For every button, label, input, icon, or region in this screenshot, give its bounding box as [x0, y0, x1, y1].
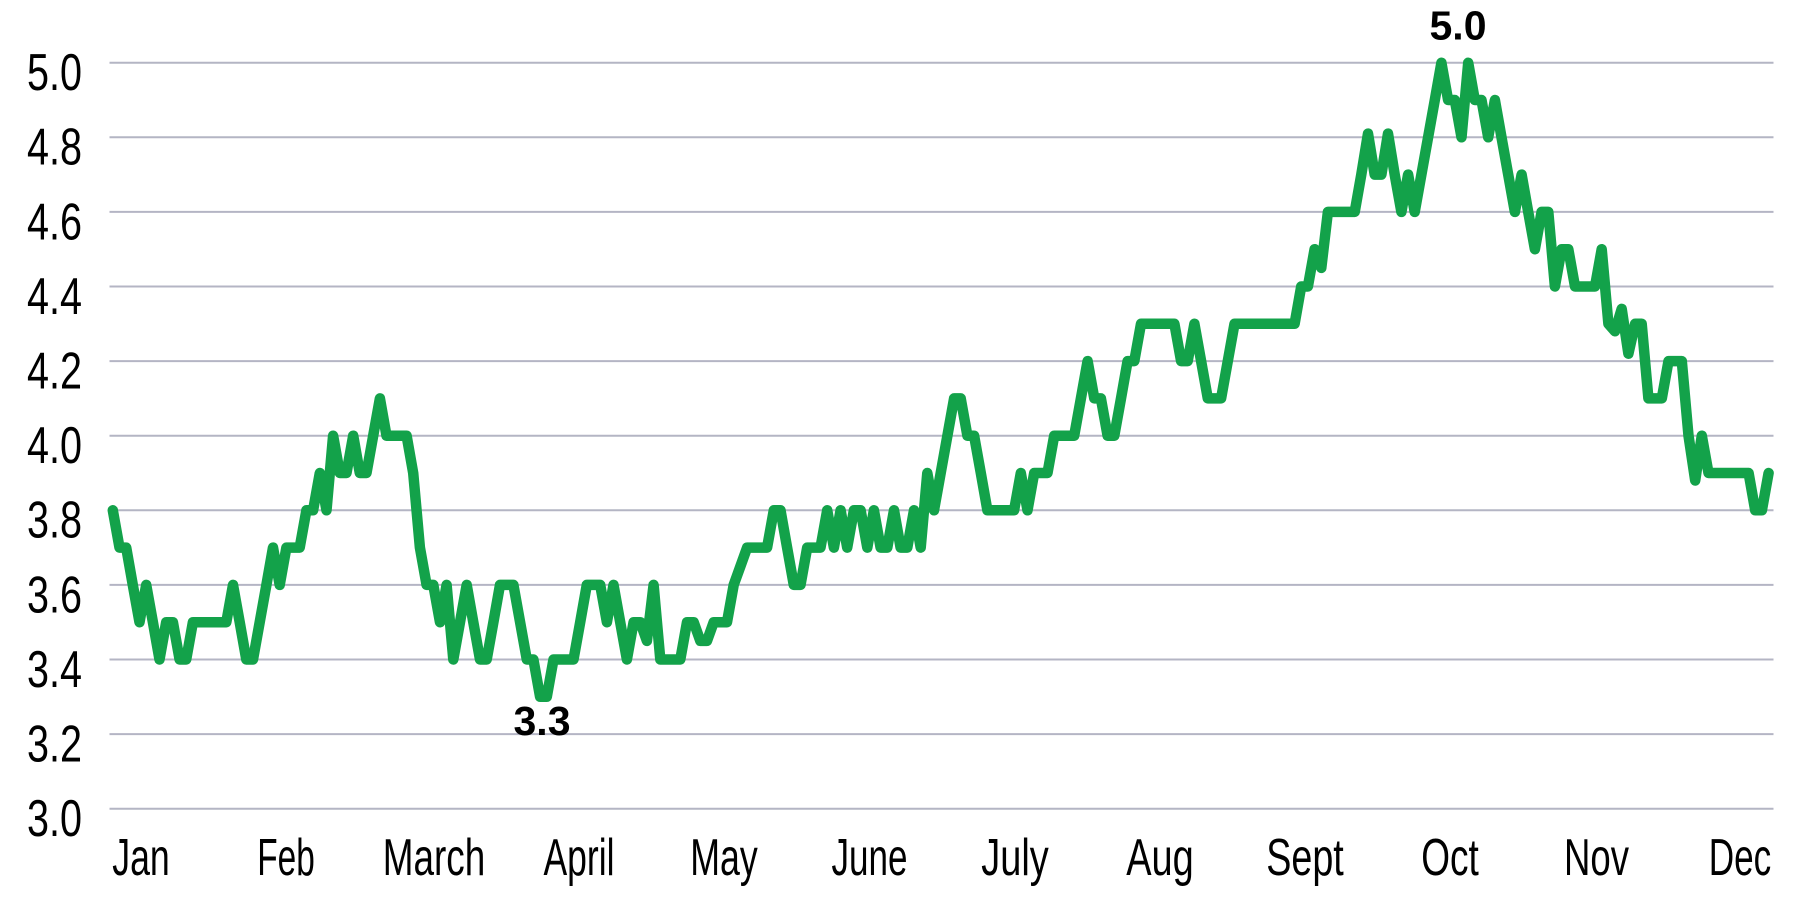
svg-text:4.4: 4.4	[27, 268, 82, 326]
svg-text:May: May	[690, 829, 758, 887]
svg-text:5.0: 5.0	[27, 44, 82, 102]
svg-text:3.3: 3.3	[514, 698, 571, 744]
svg-text:Nov: Nov	[1564, 829, 1629, 887]
svg-text:4.2: 4.2	[27, 343, 82, 401]
svg-text:4.0: 4.0	[27, 417, 82, 475]
svg-text:April: April	[544, 829, 615, 887]
svg-text:Oct: Oct	[1421, 829, 1479, 887]
svg-text:3.2: 3.2	[27, 716, 82, 774]
svg-text:3.6: 3.6	[27, 566, 82, 624]
svg-text:4.6: 4.6	[27, 193, 82, 251]
svg-text:Dec: Dec	[1709, 829, 1772, 887]
svg-text:3.8: 3.8	[27, 492, 82, 550]
svg-text:Jan: Jan	[112, 829, 170, 887]
svg-text:3.4: 3.4	[27, 641, 82, 699]
svg-text:June: June	[832, 829, 908, 887]
svg-text:5.0: 5.0	[1430, 3, 1487, 49]
svg-text:Sept: Sept	[1266, 829, 1344, 887]
svg-text:Aug: Aug	[1126, 829, 1194, 887]
svg-text:3.0: 3.0	[27, 790, 82, 848]
svg-text:March: March	[383, 829, 486, 887]
svg-text:4.8: 4.8	[27, 119, 82, 177]
svg-text:Feb: Feb	[257, 829, 315, 887]
svg-text:July: July	[981, 829, 1049, 887]
